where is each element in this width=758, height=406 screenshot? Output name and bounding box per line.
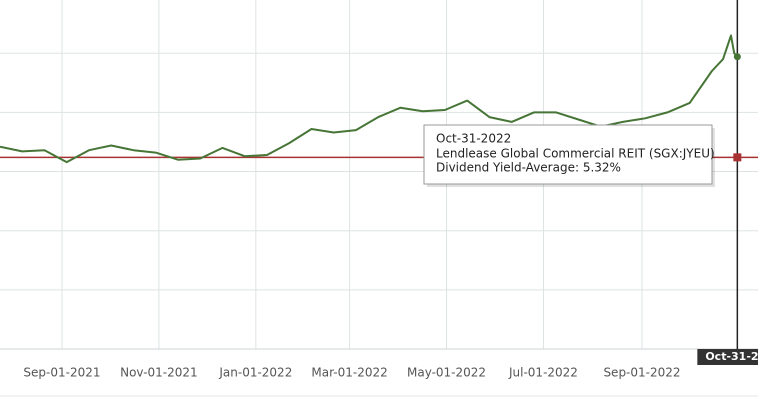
x-tick-label: Jul-01-2022 xyxy=(508,366,578,380)
cursor-label: Oct-31-2022 xyxy=(705,350,758,363)
grid: Sep-01-2021 Nov-01-2021 Jan-01-2022 Mar-01-… xyxy=(0,0,758,380)
x-tick-label: May-01-2022 xyxy=(407,366,486,380)
tooltip-average: Dividend Yield-Average: 5.32% xyxy=(436,161,621,175)
tooltip xyxy=(423,124,713,185)
cursor-label-box xyxy=(697,349,758,365)
x-tick-label: Nov-01-2021 xyxy=(120,366,198,380)
x-tick-label: Mar-01-2022 xyxy=(311,366,387,380)
tooltip-date: Oct-31-2022 xyxy=(436,132,511,146)
tooltip-series: Lendlease Global Commercial REIT (SGX:JY… xyxy=(436,147,715,161)
hover-average-point xyxy=(733,153,742,162)
series-line xyxy=(0,34,739,164)
x-tick-label: Sep-01-2022 xyxy=(603,366,680,380)
x-tick-label: Jan-01-2022 xyxy=(218,366,292,380)
x-tick-label: Sep-01-2021 xyxy=(23,366,100,380)
hover-point xyxy=(733,53,741,61)
